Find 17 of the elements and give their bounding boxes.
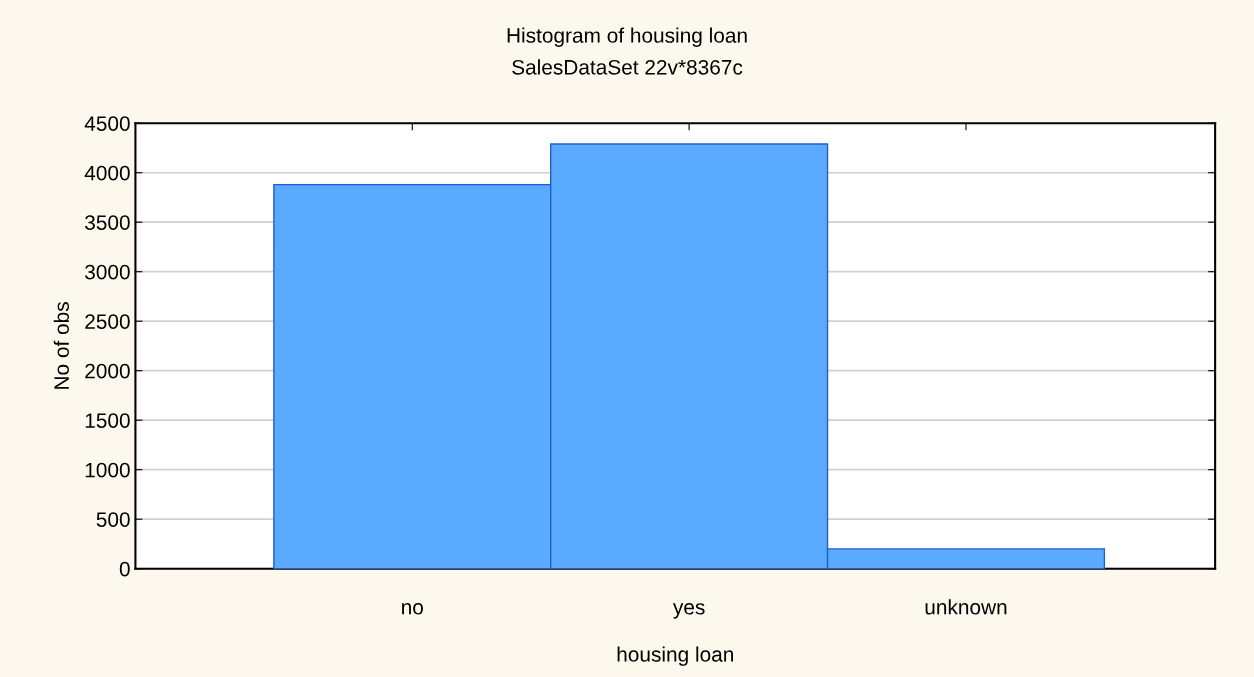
- chart-subtitle: SalesDataSet 22v*8367c: [512, 59, 743, 75]
- y-tick-label: 500: [96, 512, 130, 527]
- y-tick-label: 1500: [85, 413, 130, 428]
- y-tick-label: 3000: [85, 264, 130, 280]
- y-axis-title: No of obs: [53, 302, 69, 389]
- chart-title: Histogram of housing loan: [507, 27, 747, 47]
- y-tick-label: 0: [119, 561, 130, 577]
- y-tick-label: 2000: [85, 363, 130, 379]
- x-tick-label: no: [402, 603, 423, 615]
- y-tick-label: 2500: [85, 314, 130, 329]
- y-tick-label: 3500: [85, 215, 130, 230]
- x-tick-label: unknown: [925, 599, 1007, 615]
- y-tick-label: 4500: [84, 116, 130, 131]
- y-tick-label: 4000: [84, 165, 130, 181]
- x-axis-title: housing loan: [617, 646, 734, 666]
- y-tick-label: 1000: [85, 462, 130, 478]
- x-tick-label: yes: [672, 603, 705, 619]
